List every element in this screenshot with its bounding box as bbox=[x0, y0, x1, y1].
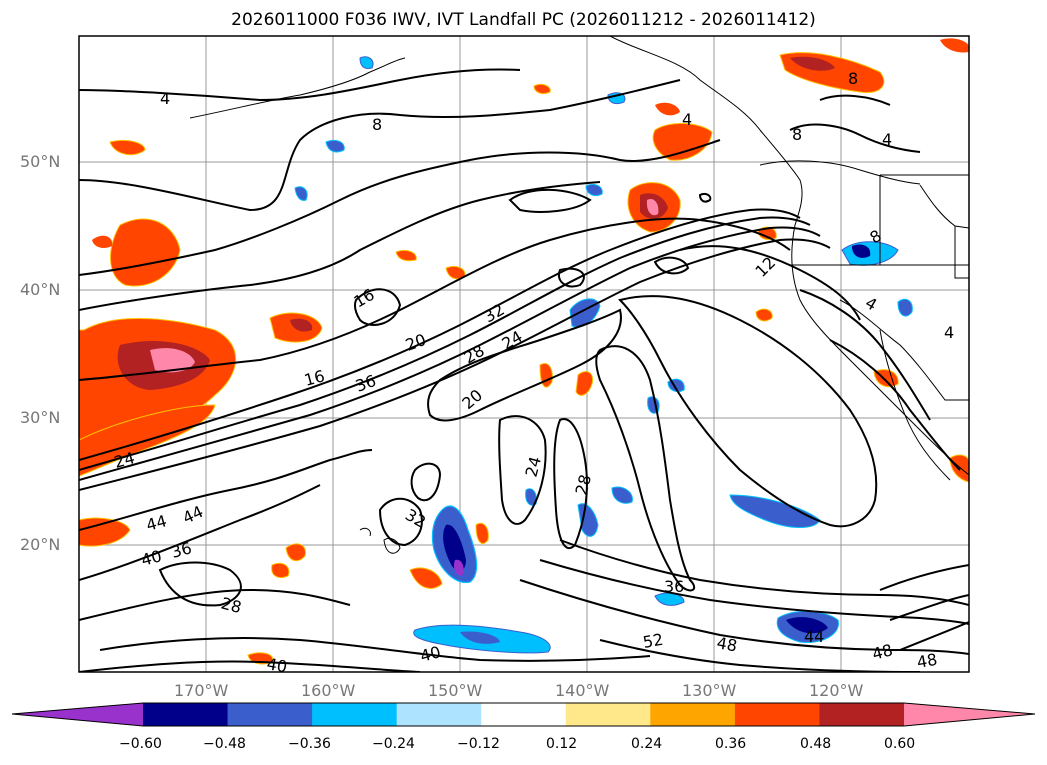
contour-label: 44 bbox=[804, 627, 824, 646]
lon-tick-label: 130°W bbox=[682, 681, 737, 700]
lat-tick-label: 30°N bbox=[20, 408, 61, 427]
colorbar-tick-label: 0.36 bbox=[715, 736, 747, 752]
contour-label: 52 bbox=[641, 630, 664, 652]
contour-label: 48 bbox=[915, 650, 938, 672]
contour-label: 12 bbox=[751, 253, 779, 281]
contour-label: 24 bbox=[112, 448, 137, 472]
contour-label: 40 bbox=[265, 654, 288, 676]
colorbar-tick-label: −0.24 bbox=[372, 736, 415, 752]
lon-tick-label: 120°W bbox=[809, 681, 864, 700]
colorbar-segment bbox=[227, 703, 313, 726]
contour-label: 8 bbox=[792, 125, 802, 144]
colorbar-outline bbox=[11, 702, 1036, 727]
contour-label: 28 bbox=[219, 594, 244, 618]
colorbar-extend-max bbox=[904, 703, 1035, 726]
colorbar-tick-label: −0.36 bbox=[288, 736, 331, 752]
colorbar-tick-label: −0.48 bbox=[203, 736, 246, 752]
colorbar-tick-label: 0.24 bbox=[631, 736, 663, 752]
contour-label: 40 bbox=[139, 546, 164, 570]
contour-label: 32 bbox=[402, 505, 429, 532]
colorbar-tick-label: 0.48 bbox=[800, 736, 832, 752]
colorbar-segment bbox=[819, 703, 905, 726]
colorbar-segment bbox=[143, 703, 229, 726]
contour-label: 36 bbox=[664, 577, 684, 596]
negative-anomaly-fills bbox=[294, 56, 913, 654]
contour-label: 24 bbox=[522, 454, 546, 479]
map-frame bbox=[78, 35, 970, 673]
colorbar-segment bbox=[481, 703, 567, 726]
contour-label: 44 bbox=[180, 502, 206, 528]
lat-tick-label: 40°N bbox=[20, 280, 61, 299]
contour-label: 48 bbox=[870, 640, 895, 664]
contour-label: 36 bbox=[169, 538, 194, 562]
contour-label: 16 bbox=[302, 366, 327, 390]
colorbar-segment bbox=[396, 703, 482, 726]
contour-label: 24 bbox=[499, 327, 526, 354]
contour-label: 48 bbox=[715, 633, 738, 655]
lon-tick-label: 150°W bbox=[428, 681, 483, 700]
contour-label: 4 bbox=[682, 110, 692, 129]
map-plot-area: 4 8 8 4 8 4 12 16 16 20 20 24 24 28 32 3… bbox=[79, 36, 969, 676]
contour-label: 4 bbox=[862, 293, 880, 315]
contour-label: 4 bbox=[882, 130, 892, 149]
colorbar-tick-label: −0.60 bbox=[119, 736, 162, 752]
lon-tick-label: 170°W bbox=[174, 681, 229, 700]
lat-tick-label: 50°N bbox=[20, 152, 61, 171]
map-title: 2026011000 F036 IWV, IVT Landfall PC (20… bbox=[231, 10, 816, 30]
colorbar-extend-min bbox=[12, 703, 143, 726]
positive-anomaly-fills bbox=[79, 38, 969, 665]
colorbar-segments bbox=[143, 703, 905, 726]
colorbar bbox=[11, 702, 1036, 727]
contour-label: 28 bbox=[572, 472, 596, 497]
lon-tick-label: 140°W bbox=[555, 681, 610, 700]
contour-label: 8 bbox=[848, 69, 858, 88]
colorbar-segment bbox=[565, 703, 651, 726]
colorbar-segment bbox=[650, 703, 736, 726]
coastlines bbox=[189, 36, 969, 554]
colorbar-segment bbox=[312, 703, 398, 726]
colorbar-tick-label: −0.12 bbox=[457, 736, 500, 752]
contour-label: 8 bbox=[372, 115, 382, 134]
colorbar-tick-label: 0.12 bbox=[546, 736, 578, 752]
contour-label: 44 bbox=[144, 511, 169, 535]
contour-label: 40 bbox=[418, 642, 443, 666]
contour-label: 28 bbox=[461, 341, 488, 368]
colorbar-tick-label: 0.60 bbox=[884, 736, 916, 752]
contour-label: 32 bbox=[481, 300, 508, 327]
lat-tick-label: 20°N bbox=[20, 535, 61, 554]
colorbar-segment bbox=[734, 703, 820, 726]
contour-label: 4 bbox=[160, 89, 170, 108]
contour-label: 4 bbox=[944, 323, 954, 342]
lon-tick-label: 160°W bbox=[301, 681, 356, 700]
